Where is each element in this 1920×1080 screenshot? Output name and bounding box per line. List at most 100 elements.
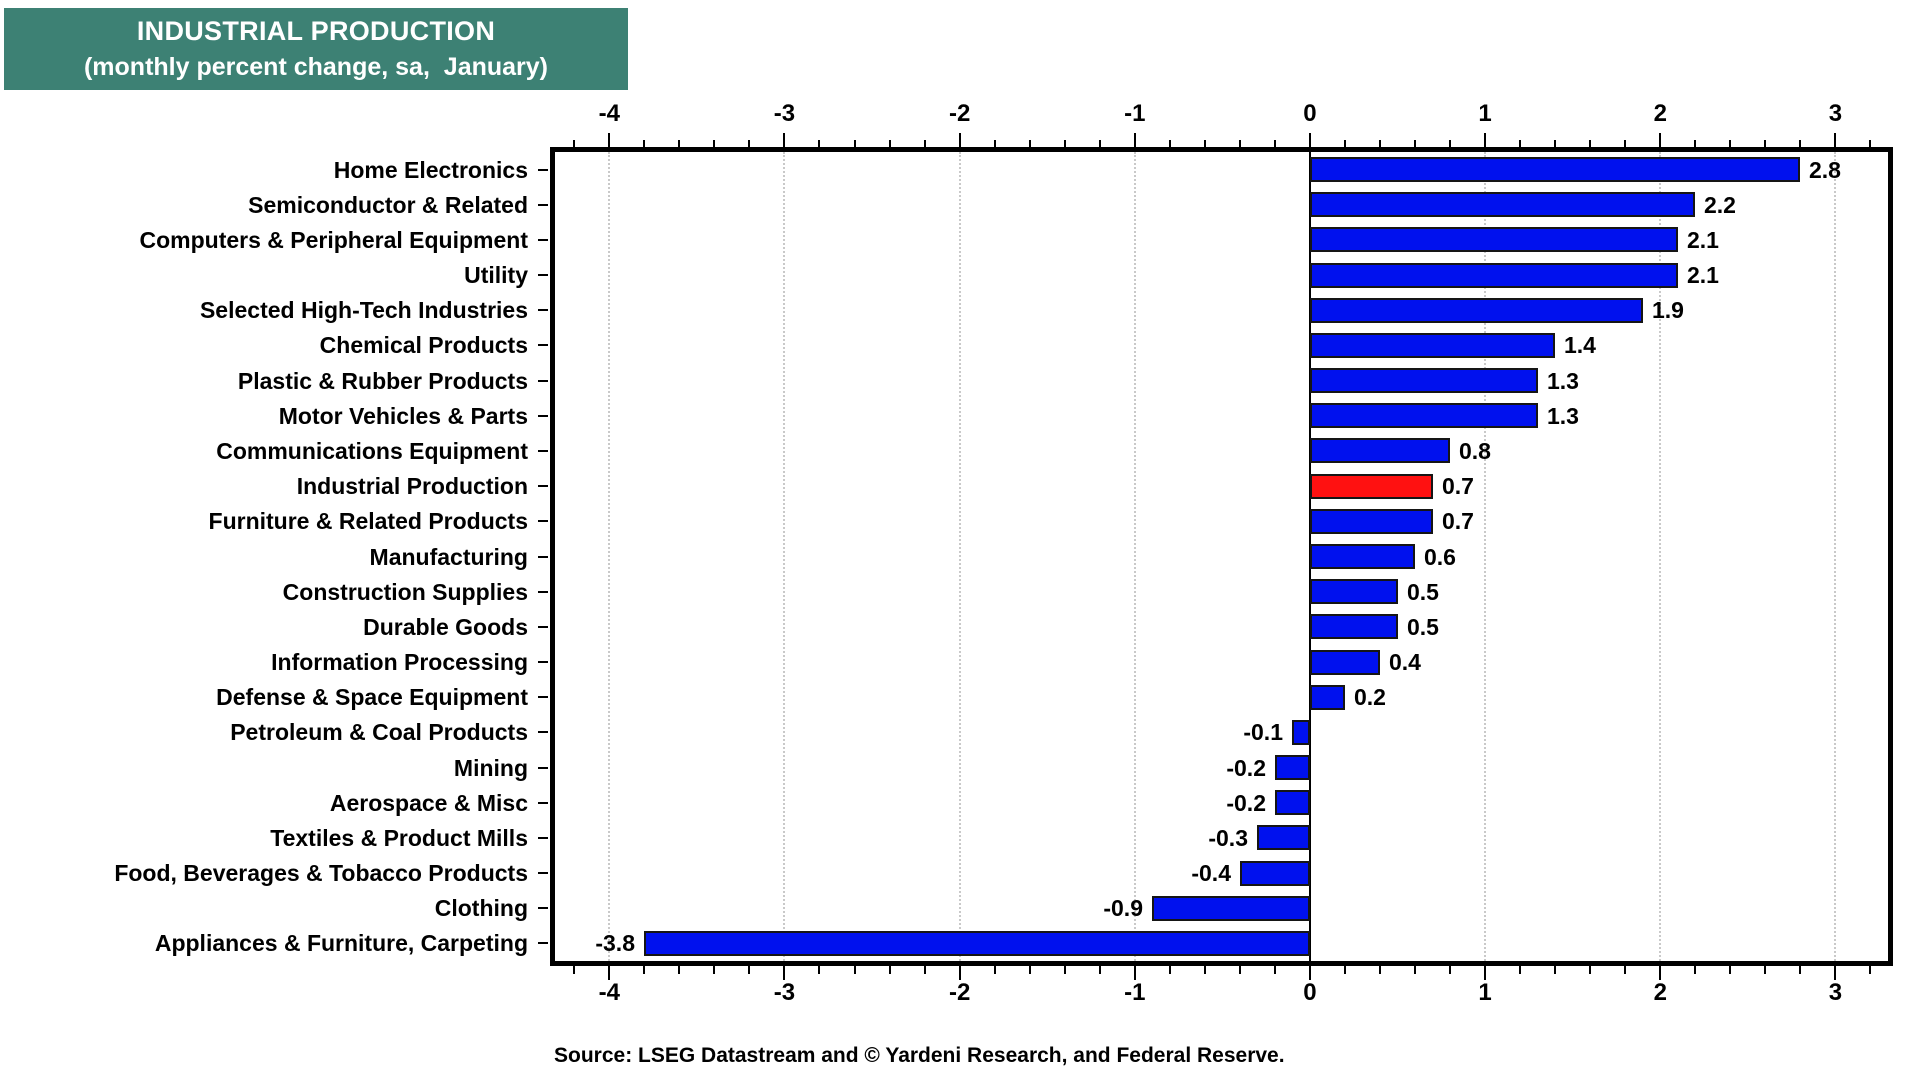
bar — [1152, 896, 1310, 921]
minor-tick-top — [1799, 140, 1802, 147]
minor-tick-bottom — [853, 966, 856, 974]
category-tick — [538, 837, 548, 839]
category-tick — [538, 942, 548, 944]
major-tick-bottom — [1659, 966, 1662, 980]
bar-value-label: 0.5 — [1407, 579, 1439, 605]
category-label: Semiconductor & Related — [248, 192, 528, 218]
minor-tick-bottom — [573, 966, 576, 974]
minor-tick-top — [1028, 140, 1031, 147]
category-tick — [538, 239, 548, 241]
category-label: Motor Vehicles & Parts — [278, 403, 528, 429]
minor-tick-top — [1203, 140, 1206, 147]
minor-tick-bottom — [1343, 966, 1346, 974]
minor-tick-top — [888, 140, 891, 147]
gridline — [1484, 152, 1487, 961]
source-note: Source: LSEG Datastream and © Yardeni Re… — [554, 1044, 1285, 1067]
major-tick-top — [783, 133, 786, 147]
category-label: Textiles & Product Mills — [270, 825, 528, 851]
minor-tick-bottom — [1168, 966, 1171, 974]
category-tick — [538, 450, 548, 452]
category-label: Aerospace & Misc — [329, 790, 528, 816]
minor-tick-top — [678, 140, 681, 147]
x-axis-label-bottom: -1 — [1124, 979, 1146, 1006]
bar-value-label: 2.1 — [1687, 227, 1719, 253]
category-tick — [538, 556, 548, 558]
bar-value-label: 1.3 — [1547, 368, 1579, 394]
bar-value-label: 0.7 — [1442, 508, 1474, 534]
minor-tick-top — [1063, 140, 1066, 147]
bar — [1310, 650, 1380, 675]
minor-tick-top — [1869, 140, 1872, 147]
bar — [1310, 438, 1450, 463]
category-tick — [538, 204, 548, 206]
x-axis-label-bottom: 0 — [1303, 979, 1317, 1006]
x-axis-label-top: 3 — [1828, 100, 1843, 127]
category-tick — [538, 415, 548, 417]
bar — [1310, 298, 1643, 323]
minor-tick-top — [1449, 140, 1452, 147]
bar — [1310, 263, 1678, 288]
minor-tick-top — [713, 140, 716, 147]
major-tick-bottom — [958, 966, 961, 980]
category-label: Chemical Products — [319, 332, 528, 358]
minor-tick-bottom — [1694, 966, 1697, 974]
category-tick — [538, 591, 548, 593]
minor-tick-bottom — [713, 966, 716, 974]
minor-tick-top — [1168, 140, 1171, 147]
bar — [1310, 368, 1538, 393]
minor-tick-bottom — [1799, 966, 1802, 974]
minor-tick-top — [1343, 140, 1346, 147]
minor-tick-bottom — [1729, 966, 1732, 974]
category-label: Food, Beverages & Tobacco Products — [114, 860, 528, 886]
x-axis-label-bottom: 3 — [1828, 979, 1843, 1006]
minor-tick-top — [643, 140, 646, 147]
minor-tick-top — [1694, 140, 1697, 147]
major-tick-top — [1659, 133, 1662, 147]
gridline — [958, 152, 961, 961]
category-label: Clothing — [434, 895, 528, 921]
bar-value-label: 0.6 — [1424, 544, 1456, 570]
minor-tick-bottom — [1589, 966, 1592, 974]
minor-tick-bottom — [1764, 966, 1767, 974]
bar-value-label: -0.2 — [1226, 755, 1266, 781]
x-axis-label-top: 1 — [1478, 100, 1492, 127]
bar-value-label: 2.1 — [1687, 262, 1719, 288]
minor-tick-top — [1273, 140, 1276, 147]
minor-tick-top — [993, 140, 996, 147]
category-tick — [538, 380, 548, 382]
bar-value-label: 0.8 — [1459, 438, 1491, 464]
category-label: Plastic & Rubber Products — [237, 368, 528, 394]
category-label: Communications Equipment — [216, 438, 528, 464]
chart-subtitle: (monthly percent change, sa, January) — [83, 53, 548, 81]
bar — [644, 931, 1310, 956]
minor-tick-top — [1764, 140, 1767, 147]
minor-tick-bottom — [1379, 966, 1382, 974]
gridline — [1659, 152, 1662, 961]
bar-value-label: 0.2 — [1354, 684, 1386, 710]
bar-value-label: 1.3 — [1547, 403, 1579, 429]
bar-value-label: -0.1 — [1243, 719, 1283, 745]
category-label: Manufacturing — [369, 544, 528, 570]
minor-tick-bottom — [643, 966, 646, 974]
category-label: Industrial Production — [296, 473, 528, 499]
minor-tick-bottom — [818, 966, 821, 974]
x-axis-label-top: -4 — [598, 100, 620, 127]
minor-tick-top — [818, 140, 821, 147]
x-axis-label-bottom: -2 — [948, 979, 971, 1006]
major-tick-bottom — [608, 966, 611, 980]
bar-value-label: -0.4 — [1191, 860, 1231, 886]
major-tick-top — [608, 133, 611, 147]
minor-tick-bottom — [1273, 966, 1276, 974]
major-tick-top — [1133, 133, 1136, 147]
minor-tick-bottom — [1449, 966, 1452, 974]
gridline — [1834, 152, 1837, 961]
category-label: Selected High-Tech Industries — [199, 297, 528, 323]
bar — [1275, 790, 1310, 815]
category-tick — [538, 802, 548, 804]
minor-tick-bottom — [993, 966, 996, 974]
x-axis-label-top: -3 — [773, 100, 796, 127]
category-label: Defense & Space Equipment — [216, 684, 528, 710]
minor-tick-top — [1379, 140, 1382, 147]
gridline — [783, 152, 786, 961]
